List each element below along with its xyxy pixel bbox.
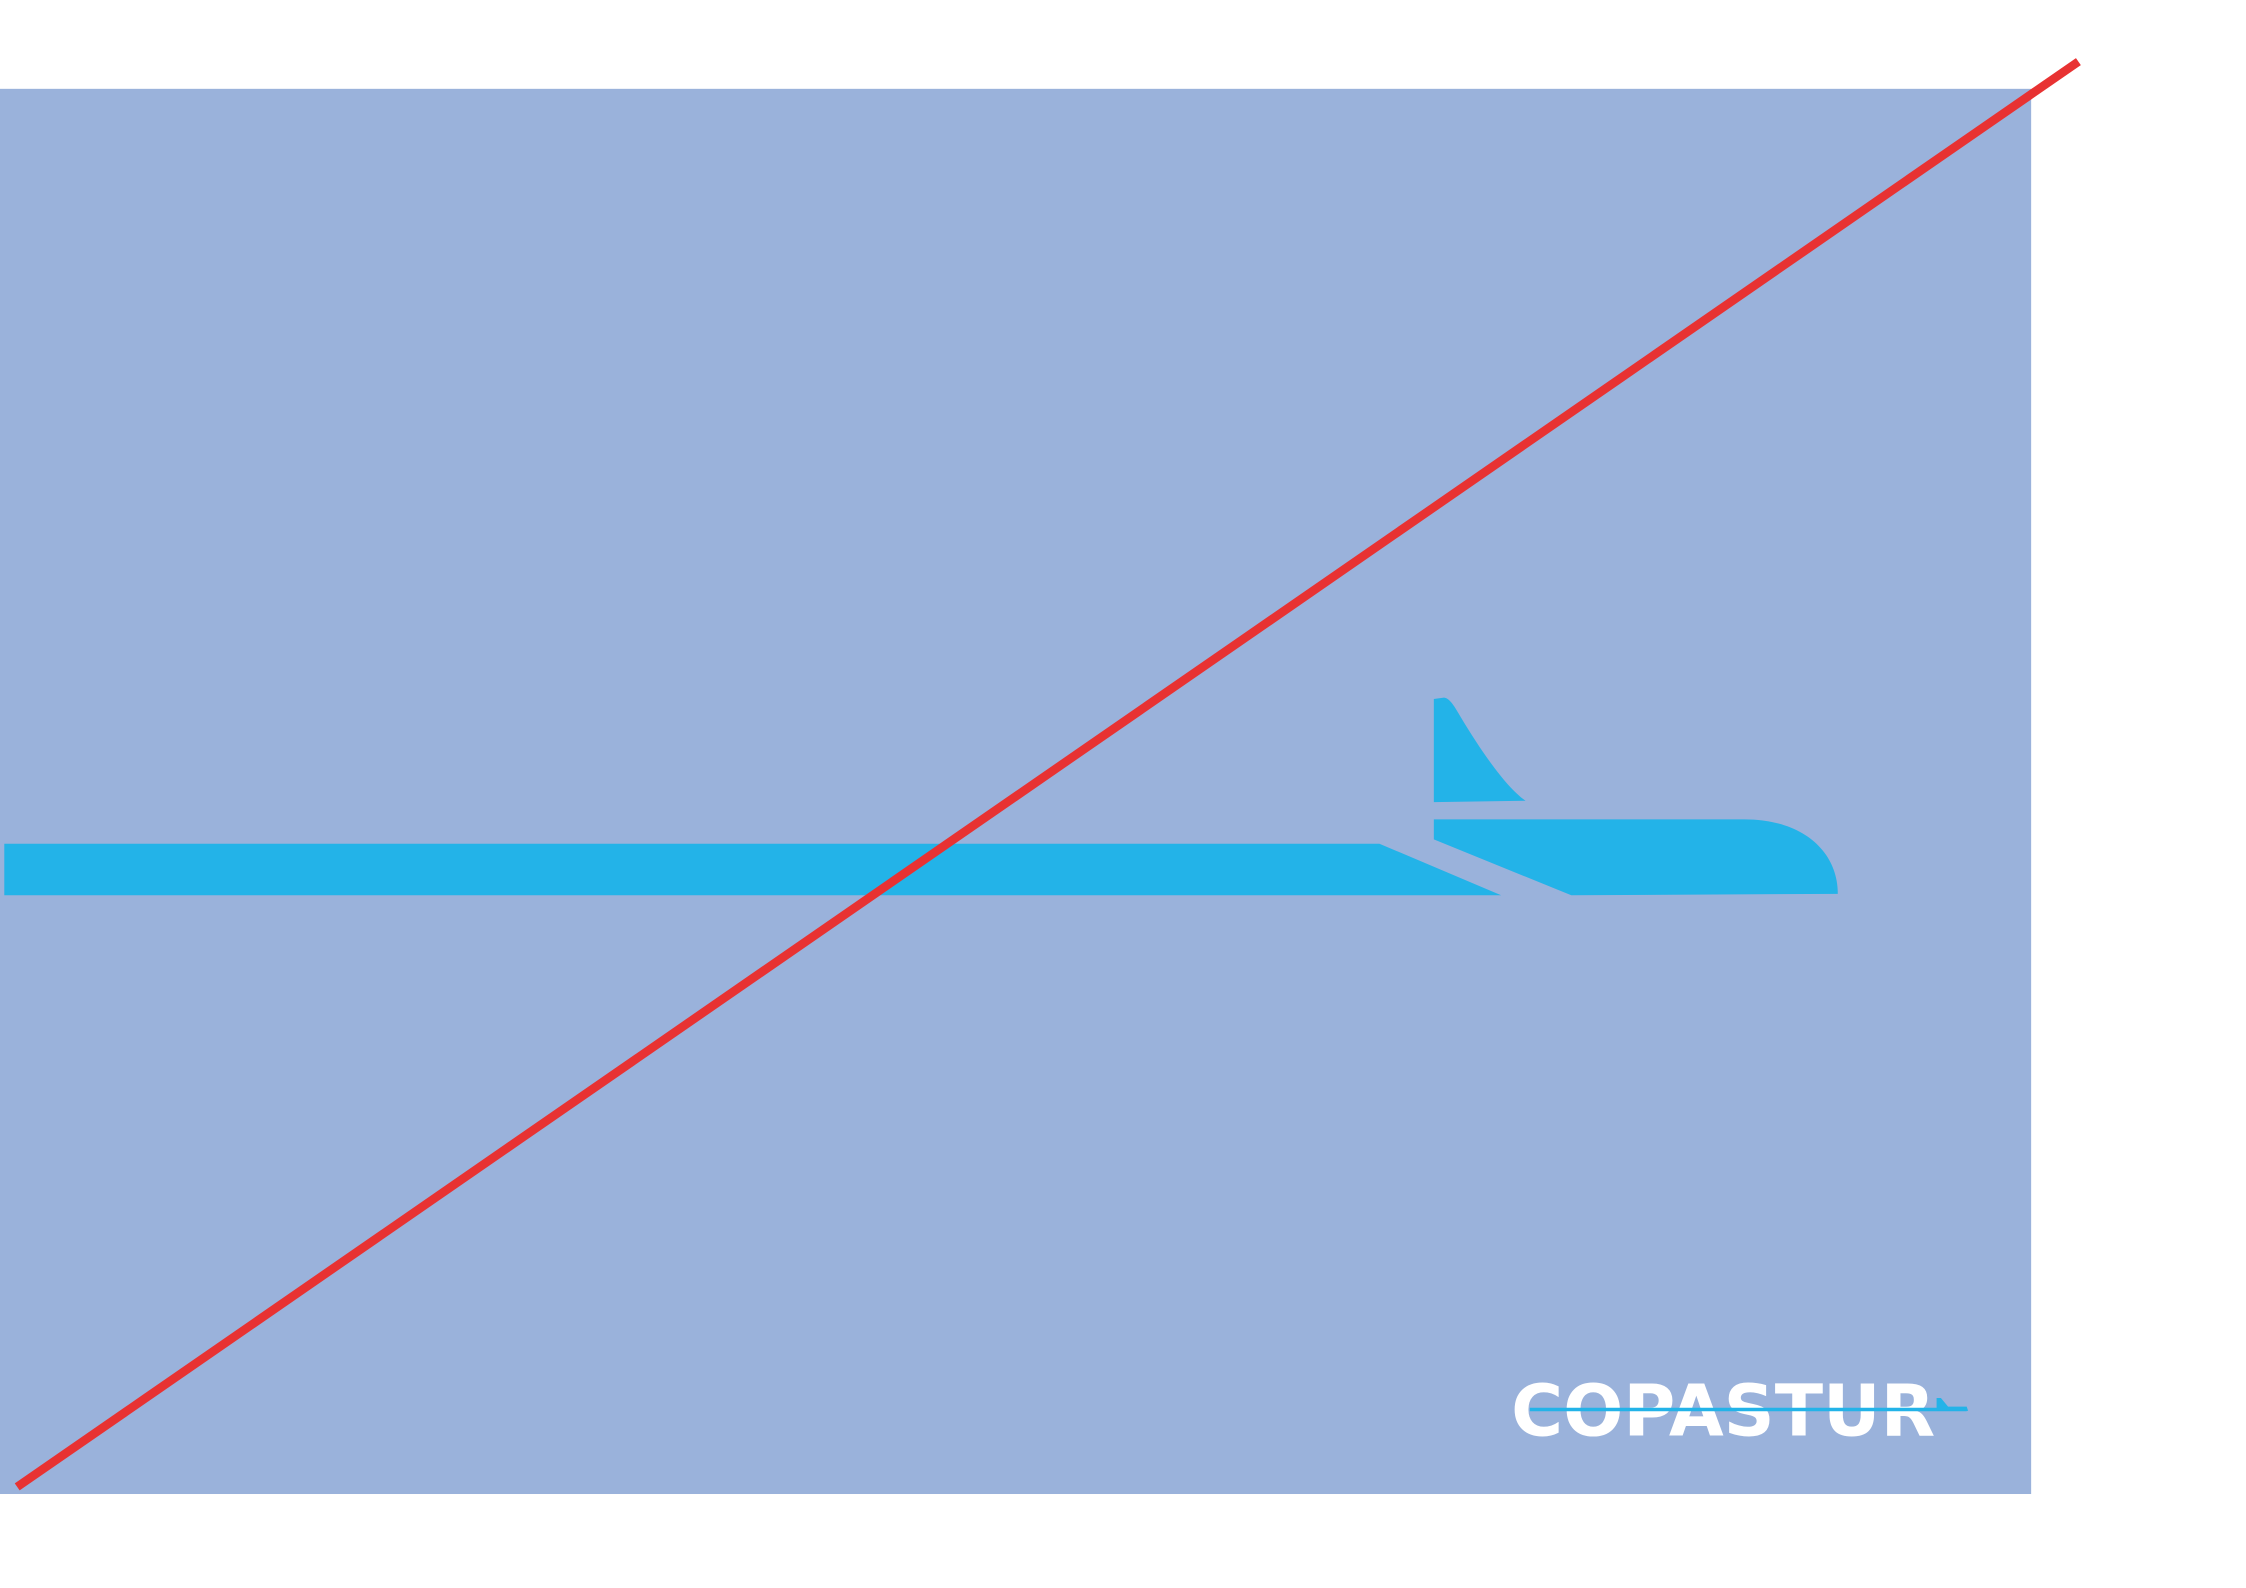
airplane-trail xyxy=(4,844,1501,896)
page: COPASTUR (() => { const data = JSON.pars… xyxy=(0,0,2246,1588)
canvas: COPASTUR xyxy=(0,0,2246,1588)
